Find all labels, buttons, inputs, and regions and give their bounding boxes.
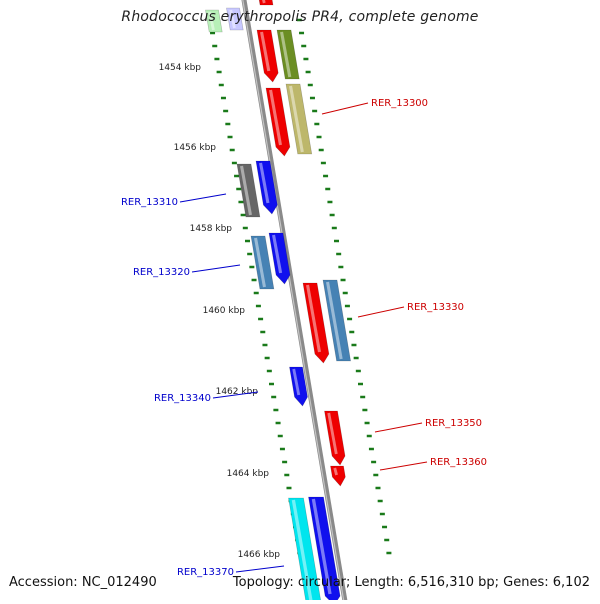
gene-red-1-shine [260,31,271,72]
gene-rer-13350 [324,410,346,466]
gene-label: RER_13320 [133,267,190,278]
gene-top-green-shine [208,11,215,31]
accession-text: Accession: NC_012490 [9,575,157,590]
gene-rer-13360 [330,465,346,487]
kbp-tick-label: 1462 kbp [216,387,259,397]
gene-label: RER_13330 [407,302,464,313]
gene-rer-13330-steel-body [322,279,351,362]
gene-rer-13350-body [324,410,346,466]
gene-rer-13370-cyan [288,497,322,604]
kbp-tick-label: 1466 kbp [238,550,281,560]
gene-label: RER_13310 [121,197,178,208]
gene-labels: RER_13300 RER_13310 RER_13320 RER_13330 RER_… [121,98,487,578]
gene-label-leader [179,193,227,203]
gene-features [205,0,351,604]
gene-label-leader [379,461,428,471]
gene-rer-13330-red [302,282,330,364]
kbp-tick-label: 1460 kbp [203,306,246,316]
gene-olive-body [276,29,300,80]
gene-olive [276,29,300,80]
kbp-ticks: 1454 kbp 1456 kbp 1458 kbp 1460 kbp 1462 kbp… [159,63,281,560]
gene-rer-13320-steel [250,235,275,290]
backbone-line [241,0,349,604]
gene-top-red [258,0,274,6]
gene-top-lavender-shine [229,9,236,29]
gene-rer-13370-cyan-shine [291,499,313,604]
gene-label-leader [191,264,241,273]
gene-red-1 [256,29,279,83]
gene-label-leader [357,306,405,318]
gene-rer-13330-red-body [302,282,330,364]
gene-rer-13330-steel [322,279,351,362]
gene-rer-13330-steel-shine [326,281,343,360]
gene-label: RER_13370 [177,567,234,578]
gene-rer-13310-grey-shine [240,165,252,216]
gene-label-leader [212,391,259,399]
genome-backbone [241,0,349,604]
gene-rer-13300-khaki-shine [289,85,304,153]
gene-rer-13320-blue [268,232,291,285]
gene-label: RER_13350 [425,418,482,429]
gene-top-lavender-body [226,7,244,31]
gene-top-green [205,9,223,33]
kbp-tick-label: 1458 kbp [190,224,233,234]
gene-rer-13340 [289,366,308,407]
gene-label: RER_13340 [154,393,211,404]
gene-rer-13300-khaki-body [285,83,313,155]
gene-top-lavender [226,7,244,31]
gene-rer-13370-blue-shine [311,498,332,595]
gene-rer-13310-blue-shine [259,162,270,204]
kbp-tick-label: 1464 kbp [227,469,270,479]
gene-rer-13330-red-shine [306,284,321,353]
gene-rer-13310-grey-body [236,163,261,218]
gene-rer-13300-khaki [285,83,313,155]
gene-top-red-body [258,0,274,6]
gene-rer-13310-blue [255,160,278,215]
kbp-tick-label: 1454 kbp [159,63,202,73]
gene-rer-13320-blue-body [268,232,291,285]
gene-label-leader [235,565,285,573]
gene-rer-13370-cyan-body [288,497,322,604]
gene-label: RER_13360 [430,457,487,468]
gene-label: RER_13300 [371,98,428,109]
gene-red-1-body [256,29,279,83]
map-title: Rhodococcus erythropolis PR4, complete g… [121,9,479,25]
gene-rer-13350-shine [327,412,338,455]
gene-rer-13320-blue-shine [272,234,283,274]
kbp-tick-label: 1456 kbp [174,143,217,153]
gene-rer-13300-red-body [265,87,291,157]
topology-text: Topology: circular; Length: 6,516,310 bp… [232,575,590,590]
gene-rer-13360-body [330,465,346,487]
gene-rer-13340-shine [292,368,301,396]
gene-top-red-shine [262,0,266,4]
gene-label-leader [321,102,369,115]
gene-rer-13310-blue-body [255,160,278,215]
gene-rer-13300-red [265,87,291,157]
gene-rer-13320-steel-shine [254,237,266,288]
gene-label-leader [374,422,423,433]
gene-rer-13340-body [289,366,308,407]
gene-rer-13300-red-shine [269,89,282,146]
gene-rer-13310-grey [236,163,261,218]
gene-olive-shine [280,31,292,78]
gene-rer-13360-shine [333,467,338,476]
gene-rer-13320-steel-body [250,235,275,290]
gene-top-green-body [205,9,223,33]
backbone-highlight [242,0,345,604]
